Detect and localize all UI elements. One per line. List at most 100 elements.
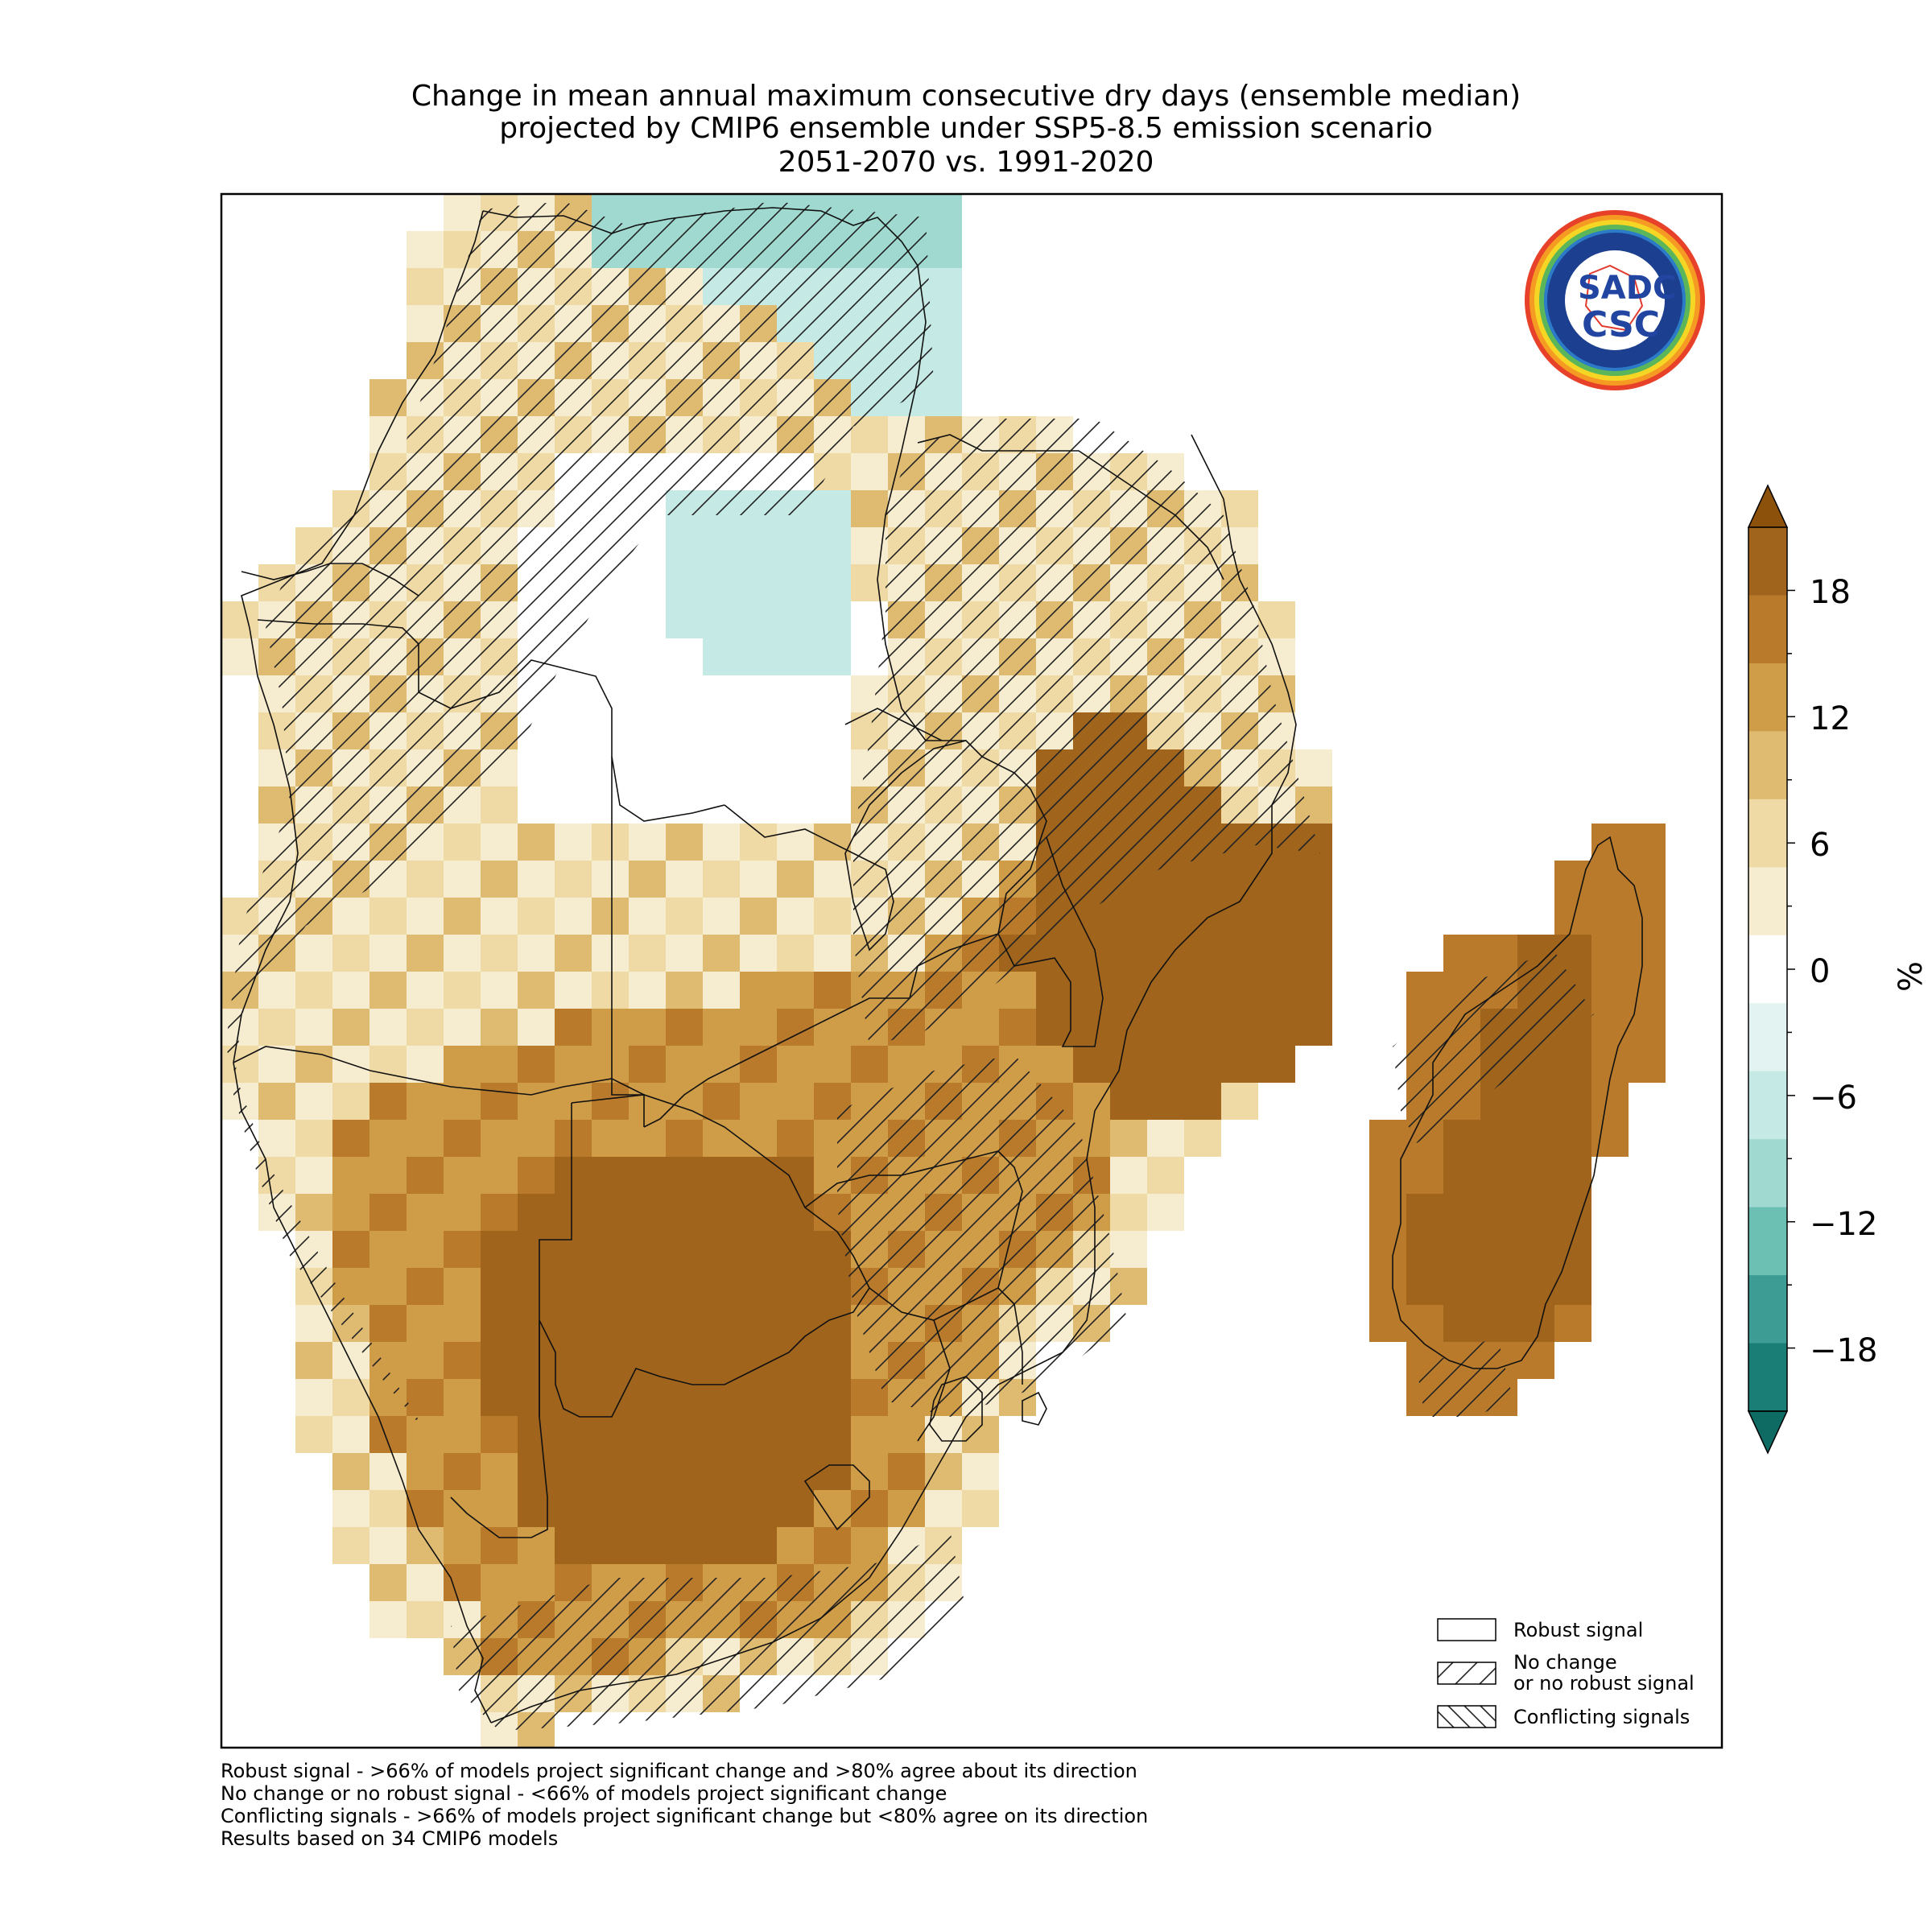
grid-cell [1629, 1046, 1666, 1083]
grid-cell [777, 1194, 814, 1231]
grid-cell [703, 749, 740, 786]
grid-cell [518, 1527, 555, 1564]
grid-cell [1147, 1157, 1184, 1194]
grid-cell [1258, 898, 1295, 935]
grid-cell [332, 1527, 369, 1564]
grid-cell [592, 898, 629, 935]
border-angola-drc-cabinda [241, 563, 419, 597]
grid-cell [592, 1453, 629, 1490]
grid-cell [1517, 1194, 1554, 1231]
grid-cell [332, 935, 369, 972]
grid-cell [1406, 1157, 1443, 1194]
grid-cell [666, 1046, 703, 1083]
grid-cell [481, 1157, 518, 1194]
grid-cell [1295, 972, 1332, 1009]
grid-cell [369, 1194, 407, 1231]
grid-cell [629, 749, 666, 786]
grid-cell [740, 1046, 777, 1083]
legend-box-conflicting [1437, 1705, 1496, 1728]
grid-cell [555, 675, 592, 712]
grid-cell [777, 1305, 814, 1342]
grid-cell [1554, 898, 1591, 935]
grid-cell [555, 712, 592, 749]
grid-cell [407, 1453, 444, 1490]
grid-cell [592, 786, 629, 824]
grid-cell [1591, 1009, 1629, 1046]
border-zimbabwe [804, 1150, 1023, 1321]
grid-cell [592, 675, 629, 712]
grid-cell [407, 1379, 444, 1416]
grid-cell [1036, 972, 1073, 1009]
grid-cell [666, 1194, 703, 1231]
border-mozambique-zambia [643, 933, 999, 1128]
grid-cell [666, 1453, 703, 1490]
grid-cell [777, 1453, 814, 1490]
grid-cell [518, 1490, 555, 1527]
grid-cell [592, 712, 629, 749]
grid-cell [740, 527, 777, 564]
grid-cell [666, 527, 703, 564]
grid-cell [1406, 1194, 1443, 1231]
colorbar-bin [1748, 595, 1787, 664]
grid-cell [444, 1120, 481, 1157]
grid-cell [407, 1601, 444, 1638]
sadc-csc-logo [1525, 210, 1705, 390]
grid-cell [703, 638, 740, 675]
grid-cell [592, 1083, 629, 1120]
grid-cell [1258, 972, 1295, 1009]
grid-cell [592, 1342, 629, 1379]
grid-cell [629, 1231, 666, 1268]
grid-cell [777, 861, 814, 898]
grid-cell [1221, 1046, 1258, 1083]
grid-cell [1629, 1009, 1666, 1046]
colorbar-bin [1748, 1343, 1787, 1412]
grid-cell [814, 786, 851, 824]
grid-cell [369, 1416, 407, 1453]
grid-cell [481, 1120, 518, 1157]
grid-cell [777, 1083, 814, 1120]
grid-cell [592, 1120, 629, 1157]
grid-cell [629, 972, 666, 1009]
grid-cell [518, 824, 555, 861]
grid-cell [629, 861, 666, 898]
grid-cell [444, 1564, 481, 1601]
grid-cell [481, 1305, 518, 1342]
grid-cell [1591, 1083, 1629, 1120]
grid-cell [1443, 1305, 1480, 1342]
grid-cell [518, 1416, 555, 1453]
grid-cell [1073, 935, 1110, 972]
grid-cell [444, 194, 481, 231]
grid-cell [666, 1009, 703, 1046]
grid-cell [740, 564, 777, 601]
grid-cell [444, 1453, 481, 1490]
grid-cell [666, 1527, 703, 1564]
grid-cell [703, 1046, 740, 1083]
grid-cell [1406, 1268, 1443, 1305]
grid-cell [629, 1046, 666, 1083]
grid-cell [332, 1416, 369, 1453]
grid-cell [481, 1009, 518, 1046]
grid-cell [1591, 1120, 1629, 1157]
grid-cell [703, 1527, 740, 1564]
grid-cell [777, 1046, 814, 1083]
grid-cell [703, 972, 740, 1009]
colorbar-tick-6: 6 [1810, 827, 1831, 864]
grid-cell [481, 1194, 518, 1231]
grid-cell [666, 1083, 703, 1120]
colorbar-tick-neg12: −12 [1810, 1206, 1878, 1243]
grid-cell [592, 824, 629, 861]
grid-cell [1073, 1083, 1110, 1120]
grid-cell [407, 1009, 444, 1046]
grid-cell [1295, 749, 1332, 786]
grid-cell [332, 1194, 369, 1231]
grid-cell [555, 898, 592, 935]
grid-cell [1258, 601, 1295, 638]
grid-cell [444, 1379, 481, 1416]
grid-cell [629, 1083, 666, 1120]
grid-cell [444, 1046, 481, 1083]
grid-cell [1554, 1046, 1591, 1083]
colorbar-tick-0: 0 [1810, 953, 1831, 990]
legend-box-no-change [1437, 1662, 1496, 1685]
grid-cell [444, 1527, 481, 1564]
coastline-south [490, 434, 1297, 1724]
